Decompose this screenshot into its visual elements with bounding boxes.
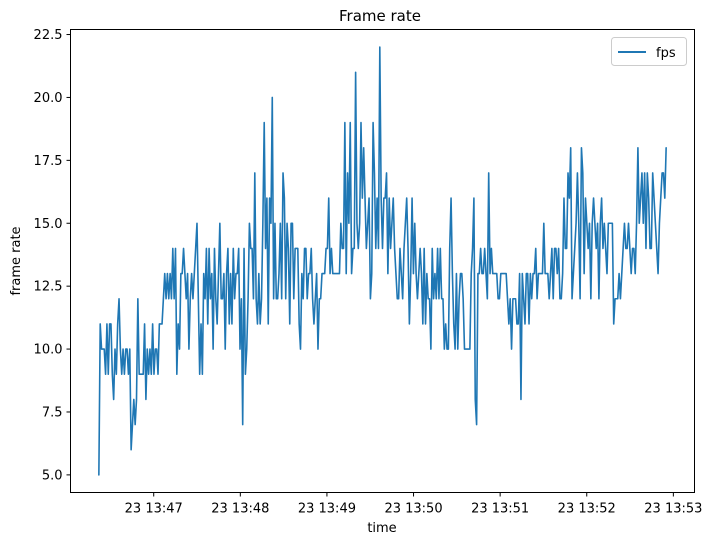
x-axis-label: time xyxy=(367,521,396,536)
plot-area xyxy=(70,29,695,493)
x-tick-label: 23 13:51 xyxy=(471,502,529,517)
y-tick-label: 5.0 xyxy=(42,468,63,483)
x-axis: 23 13:47 23 13:48 23 13:49 23 13:50 23 13:51… xyxy=(125,492,702,517)
y-tick-label: 20.0 xyxy=(34,91,63,106)
x-tick-label: 23 13:49 xyxy=(298,502,356,517)
chart-title: Frame rate xyxy=(339,7,421,25)
y-axis-label: frame rate xyxy=(9,226,24,295)
series-line-fps xyxy=(98,46,667,476)
y-tick-label: 22.5 xyxy=(34,28,63,43)
y-tick-label: 15.0 xyxy=(34,217,63,232)
x-tick-label: 23 13:50 xyxy=(384,502,442,517)
x-tick-label: 23 13:47 xyxy=(125,502,183,517)
series-layer xyxy=(98,46,667,476)
legend-box xyxy=(611,37,687,66)
x-tick-label: 23 13:48 xyxy=(211,502,269,517)
y-tick-label: 10.0 xyxy=(34,343,63,358)
y-tick-label: 12.5 xyxy=(34,280,63,295)
legend-label-fps: fps xyxy=(656,46,676,61)
x-tick-label: 23 13:52 xyxy=(558,502,616,517)
legend: fps xyxy=(611,37,687,66)
y-tick-label: 17.5 xyxy=(34,154,63,169)
y-tick-label: 7.5 xyxy=(42,405,63,420)
x-tick-label: 23 13:53 xyxy=(644,502,702,517)
plot-frame xyxy=(70,29,695,493)
y-axis: 5.0 7.5 10.0 12.5 15.0 17.5 20.0 22.5 xyxy=(34,28,71,483)
